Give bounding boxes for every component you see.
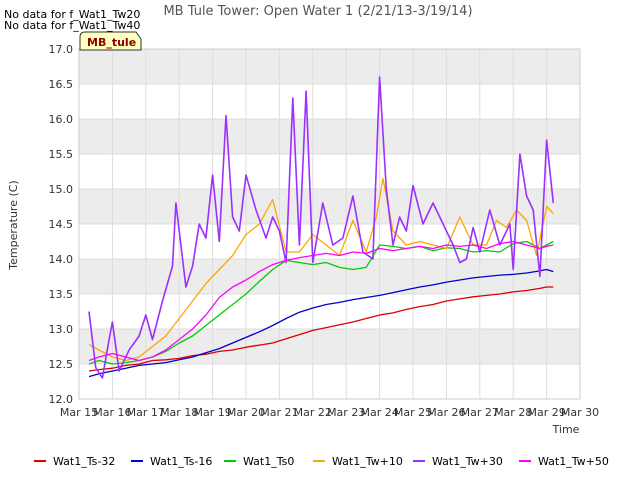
x-tick-label: Mar 22 [294,406,332,419]
y-tick-label: 16.5 [49,78,74,91]
x-tick-label: Mar 18 [160,406,198,419]
y-axis-label: Temperature (C) [7,180,20,270]
x-tick-label: Mar 19 [193,406,231,419]
y-tick-label: 13.0 [49,323,74,336]
x-tick-label: Mar 24 [360,406,398,419]
series-line-wat1-tw-50 [88,240,554,362]
x-tick-label: Mar 27 [461,406,499,419]
plot-band [79,119,580,154]
y-tick-label: 12.5 [49,358,74,371]
x-tick-label: Mar 16 [93,406,131,419]
legend-label: Wat1_Ts-16 [150,455,212,468]
x-tick-label: Mar 21 [260,406,298,419]
chart-title: MB Tule Tower: Open Water 1 (2/21/13-3/1… [163,4,472,19]
series-line-wat1-ts0 [88,240,554,365]
y-tick-label: 15.0 [49,183,74,196]
y-tick-label: 13.5 [49,288,74,301]
x-tick-label: Mar 23 [327,406,365,419]
x-tick-label: Mar 30 [561,406,599,419]
plot-band [79,49,580,84]
x-tick-label: Mar 15 [60,406,98,419]
x-tick-label: Mar 20 [227,406,265,419]
legend: Wat1_Ts-32 Wat1_Ts-16 Wat1_Ts0 Wat1_Tw+10 Wa… [34,455,609,468]
series-line-wat1-ts-16 [88,268,554,378]
plot-frame [78,48,581,400]
plot-band [79,154,580,189]
series-line-wat1-tw-30 [88,76,555,379]
x-tick-label: Mar 25 [394,406,432,419]
plot-band [79,84,580,119]
series-line-wat1-ts-32 [88,286,554,372]
site-badge-label: MB_tule [87,36,136,49]
legend-label: Wat1_Tw+50 [538,455,609,468]
x-axis-label: Time [552,423,580,436]
plot-band [79,259,580,294]
series-lines [88,76,555,379]
y-tick-label: 14.5 [49,218,74,231]
legend-label: Wat1_Ts0 [243,455,294,468]
y-tick-label: 14.0 [49,253,74,266]
plot-bands [79,49,580,399]
plot-band [79,364,580,399]
y-tick-label: 15.5 [49,148,74,161]
x-tick-label: Mar 26 [427,406,465,419]
no-data-note-1: No data for f_Wat1_Tw20 [4,8,140,21]
y-tick-label: 16.0 [49,113,74,126]
no-data-note-2: No data for f_Wat1_Tw40 [4,19,140,32]
y-tick-labels: 12.0 12.5 13.0 13.5 14.0 14.5 15.0 15.5 16.0 16.5… [49,43,74,406]
plot-band [79,189,580,224]
legend-label: Wat1_Tw+30 [432,455,503,468]
y-tick-label: 12.0 [49,393,74,406]
plot-band [79,294,580,329]
x-tick-label: Mar 29 [527,406,565,419]
site-badge: MB_tule [79,31,142,51]
y-tick-label: 17.0 [49,43,74,56]
x-tick-label: Mar 28 [494,406,532,419]
x-tick-label: Mar 17 [127,406,165,419]
plot-band [79,329,580,364]
legend-label: Wat1_Ts-32 [53,455,115,468]
legend-label: Wat1_Tw+10 [332,455,403,468]
